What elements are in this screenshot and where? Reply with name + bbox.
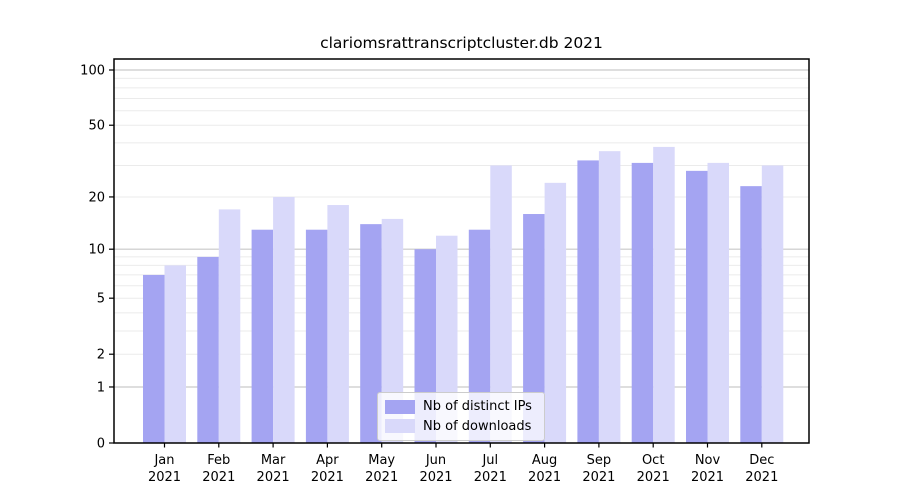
legend-swatch-downloads	[385, 419, 415, 434]
x-tick-label: Jul 2021	[474, 453, 507, 485]
x-tick-label: Jun 2021	[419, 453, 452, 485]
bar-distinct-ips-feb	[197, 256, 219, 443]
bar-downloads-feb	[218, 209, 241, 443]
bar-distinct-ips-nov	[686, 170, 708, 443]
y-tick-label: 1	[97, 380, 105, 395]
bar-distinct-ips-mar	[251, 229, 274, 443]
chart-title: clariomsrattranscriptcluster.db 2021	[320, 34, 603, 52]
x-tick-label: Apr 2021	[311, 453, 344, 485]
bar-downloads-jul	[490, 165, 512, 443]
x-tick-label: Aug 2021	[528, 453, 561, 485]
bar-distinct-ips-oct	[631, 162, 654, 443]
bar-distinct-ips-may	[360, 224, 382, 443]
x-tick-label: Sep 2021	[582, 453, 615, 485]
bar-downloads-aug	[544, 182, 567, 443]
bar-downloads-dec	[761, 165, 784, 443]
x-tick-label: May 2021	[365, 453, 398, 485]
bar-downloads-jun	[436, 235, 458, 443]
y-tick-label: 0	[97, 437, 105, 452]
bar-downloads-may	[381, 218, 404, 443]
legend-item-downloads: Nb of downloads	[385, 419, 537, 434]
y-tick-label: 2	[97, 348, 105, 363]
bar-distinct-ips-jul	[468, 229, 491, 443]
y-tick-label: 10	[88, 243, 105, 258]
x-tick-label: Nov 2021	[691, 453, 724, 485]
bar-distinct-ips-sep	[577, 160, 599, 443]
legend-swatch-distinct-ips	[385, 399, 415, 414]
bar-downloads-jan	[164, 265, 186, 443]
bar-distinct-ips-dec	[740, 186, 762, 444]
bar-downloads-oct	[653, 146, 675, 443]
plot-border	[113, 58, 810, 444]
bar-downloads-sep	[598, 151, 621, 443]
y-tick-label: 100	[80, 64, 105, 79]
bar-downloads-apr	[327, 205, 349, 443]
legend-label-distinct-ips: Nb of distinct IPs	[423, 399, 532, 415]
legend-item-distinct-ips: Nb of distinct IPs	[385, 399, 537, 414]
bar-downloads-nov	[707, 162, 729, 443]
x-tick-label: Jan 2021	[148, 453, 181, 485]
bar-distinct-ips-apr	[305, 229, 328, 443]
y-tick-label: 50	[88, 119, 105, 134]
legend: Nb of distinct IPs Nb of downloads	[377, 392, 545, 441]
y-tick-label: 20	[88, 190, 105, 205]
x-tick-label: Mar 2021	[257, 453, 290, 485]
x-tick-label: Feb 2021	[202, 453, 235, 485]
x-tick-label: Dec 2021	[745, 453, 778, 485]
bar-distinct-ips-aug	[523, 214, 545, 443]
bar-distinct-ips-jan	[143, 274, 165, 443]
bar-downloads-mar	[273, 196, 295, 443]
legend-label-downloads: Nb of downloads	[423, 418, 532, 434]
y-tick-label: 5	[97, 292, 105, 307]
x-tick-label: Oct 2021	[637, 453, 670, 485]
